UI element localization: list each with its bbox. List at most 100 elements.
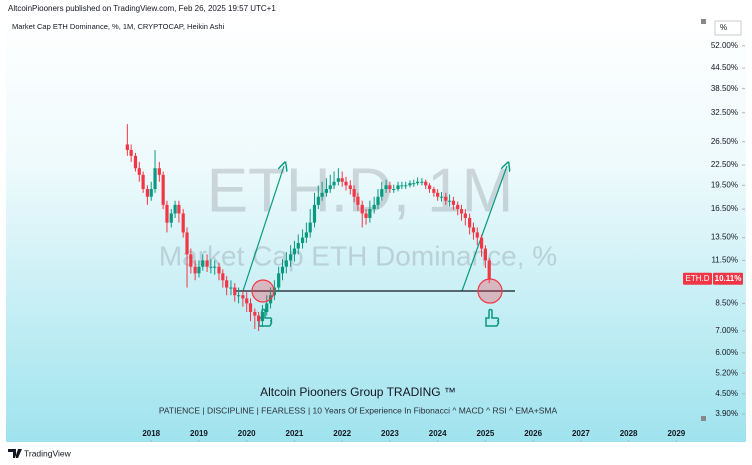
candle-body: [300, 237, 305, 243]
y-tick-label: 13.50%: [711, 233, 738, 242]
candle-body: [253, 311, 257, 316]
y-tick-label: 16.50%: [711, 204, 738, 213]
candle-body: [201, 260, 205, 267]
candle-body: [487, 260, 491, 279]
candle-body: [165, 204, 169, 223]
x-tick-label: 2026: [524, 429, 542, 438]
candle-body: [392, 189, 396, 191]
candle-body: [153, 168, 157, 190]
candle-body: [475, 232, 479, 238]
group-motto: PATIENCE | DISCIPLINE | FEARLESS | 10 Ye…: [159, 405, 558, 415]
candle-body: [189, 254, 193, 267]
candle-body: [149, 189, 153, 197]
candle-body: [368, 209, 372, 218]
candle-body: [312, 204, 317, 223]
candle-body: [444, 196, 448, 201]
candle-body: [396, 185, 400, 190]
candle-body: [483, 248, 487, 261]
candle-body: [169, 213, 173, 223]
candle-body: [416, 181, 420, 184]
candle-body: [197, 266, 201, 274]
candle-body: [173, 204, 177, 214]
candle-body: [245, 298, 249, 304]
x-tick-label: 2019: [190, 429, 208, 438]
candle-body: [260, 311, 265, 322]
y-tick-label: 38.50%: [711, 84, 738, 93]
candle-body: [340, 178, 344, 182]
candle-body: [213, 266, 217, 268]
candle-body: [129, 150, 133, 156]
candle-body: [284, 260, 288, 267]
candle-body: [316, 196, 320, 205]
y-tick-label: 19.50%: [711, 180, 738, 189]
x-tick-label: 2024: [429, 429, 447, 438]
highlight-circle: [477, 278, 503, 304]
corner-marker: [701, 416, 706, 421]
y-tick-label: 7.00%: [715, 326, 738, 335]
tv-logo: [8, 449, 22, 458]
last-price-box: [713, 272, 743, 285]
candle-body: [185, 232, 189, 255]
candle-body: [400, 185, 404, 187]
y-tick-label: 26.50%: [711, 137, 738, 146]
candle-body: [133, 155, 138, 169]
y-tick-label: 5.20%: [715, 368, 738, 377]
x-tick-label: 2028: [620, 429, 638, 438]
candle-body: [436, 192, 440, 197]
y-tick-label: 52.00%: [711, 41, 738, 50]
candle-body: [304, 232, 308, 238]
candle-body: [225, 280, 229, 288]
candle-body: [427, 185, 432, 190]
candle-body: [384, 185, 388, 190]
x-tick-label: 2025: [476, 429, 494, 438]
candle-body: [157, 168, 161, 175]
candle-body: [328, 185, 332, 190]
candle-body: [205, 260, 209, 267]
thumb-icon: [258, 308, 273, 327]
candle-body: [404, 185, 408, 187]
candle-body: [372, 204, 376, 210]
candle-body: [145, 189, 149, 197]
x-tick-label: 2021: [286, 429, 304, 438]
candle-body: [360, 204, 364, 214]
candle-body: [265, 303, 269, 312]
symbol-info: Market Cap ETH Dominance, %, 1M, CRYPTOC…: [12, 22, 224, 31]
last-price-label: 10.11%: [715, 274, 742, 283]
x-tick-label: 2018: [142, 429, 160, 438]
y-tick-label: 32.50%: [711, 108, 738, 117]
candle-body: [229, 287, 233, 289]
candle-body: [277, 273, 281, 288]
x-tick-label: 2029: [667, 429, 685, 438]
x-tick-label: 2022: [333, 429, 351, 438]
candle-body: [181, 213, 185, 233]
candle-body: [324, 189, 329, 193]
candle-body: [380, 189, 384, 197]
candle-body: [137, 168, 141, 175]
candle-body: [451, 200, 456, 205]
y-tick-label: 22.50%: [711, 160, 738, 169]
symbol-tag-box: [683, 272, 712, 285]
trend-arrow: [242, 166, 284, 292]
candle-body: [420, 181, 424, 183]
candle-body: [193, 266, 197, 274]
candle-body: [356, 196, 360, 205]
candle-body: [248, 303, 253, 312]
candle-body: [125, 144, 129, 151]
scale-unit-box[interactable]: [714, 20, 742, 36]
candle-body: [456, 204, 460, 210]
candle-body: [424, 181, 428, 186]
candle-body: [439, 196, 444, 198]
y-tick-label: 44.50%: [711, 63, 738, 72]
candle-body: [459, 209, 464, 214]
candle-body: [308, 222, 312, 233]
x-tick-label: 2027: [572, 429, 590, 438]
candle-body: [177, 204, 181, 214]
y-tick-label: 4.50%: [715, 389, 738, 398]
candle-body: [376, 196, 380, 205]
candle-body: [344, 181, 348, 186]
candle-body: [447, 200, 452, 202]
candle-body: [292, 248, 297, 255]
trend-arrow: [461, 166, 507, 292]
candle-body: [468, 217, 472, 228]
